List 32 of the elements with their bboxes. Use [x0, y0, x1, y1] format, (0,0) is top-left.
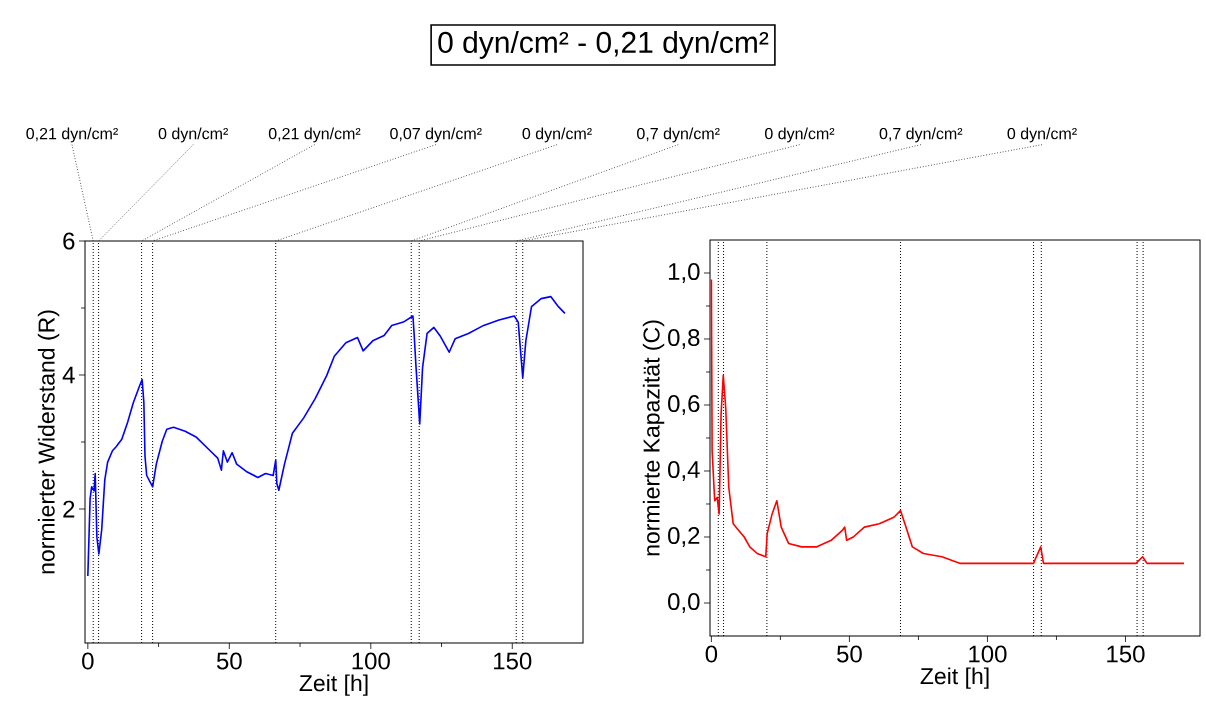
x-tick-label: 150 [1107, 645, 1145, 663]
y-tick-label: 0,6 [668, 395, 700, 415]
chart-title: 0 dyn/cm² - 0,21 dyn/cm² [438, 31, 769, 59]
y-axis-title: normierter Widerstand (R) [37, 310, 60, 574]
y-tick-label: 4 [62, 366, 75, 384]
y-tick-label: 2 [63, 500, 75, 518]
y-tick-label: 0,8 [668, 329, 700, 349]
x-tick-label: 100 [352, 652, 390, 670]
x-tick-label: 0 [82, 652, 94, 670]
ref-line-label: 0 dyn/cm² [765, 127, 835, 143]
ref-line-label: 0 dyn/cm² [1007, 127, 1077, 143]
ref-line-label: 0,7 dyn/cm² [879, 127, 963, 143]
ref-line-label: 0 dyn/cm² [522, 127, 592, 143]
ref-line-label: 0,21 dyn/cm² [268, 127, 361, 143]
y-tick-label: 1,0 [668, 263, 700, 283]
y-tick-label: 0,2 [668, 527, 700, 547]
y-tick-label: 6 [63, 232, 75, 250]
ref-line-label: 0,7 dyn/cm² [637, 127, 720, 143]
x-axis-title: Zeit [h] [920, 667, 989, 689]
x-tick-label: 150 [494, 652, 532, 670]
y-tick-label: 0,0 [668, 593, 700, 613]
y-tick-label: 0,4 [668, 461, 700, 481]
x-tick-label: 100 [969, 645, 1007, 663]
y-axis-title: normierte Kapazität (C) [642, 320, 665, 556]
ref-line-label: 0 dyn/cm² [158, 127, 228, 143]
x-tick-label: 50 [837, 645, 862, 663]
line-series [87, 295, 566, 577]
ref-line-label: 0,21 dyn/cm² [26, 127, 118, 143]
ref-line-label: 0,07 dyn/cm² [390, 127, 482, 143]
x-axis-title: Zeit [h] [299, 674, 368, 696]
x-tick-label: 0 [705, 645, 718, 663]
x-tick-label: 50 [216, 652, 242, 670]
